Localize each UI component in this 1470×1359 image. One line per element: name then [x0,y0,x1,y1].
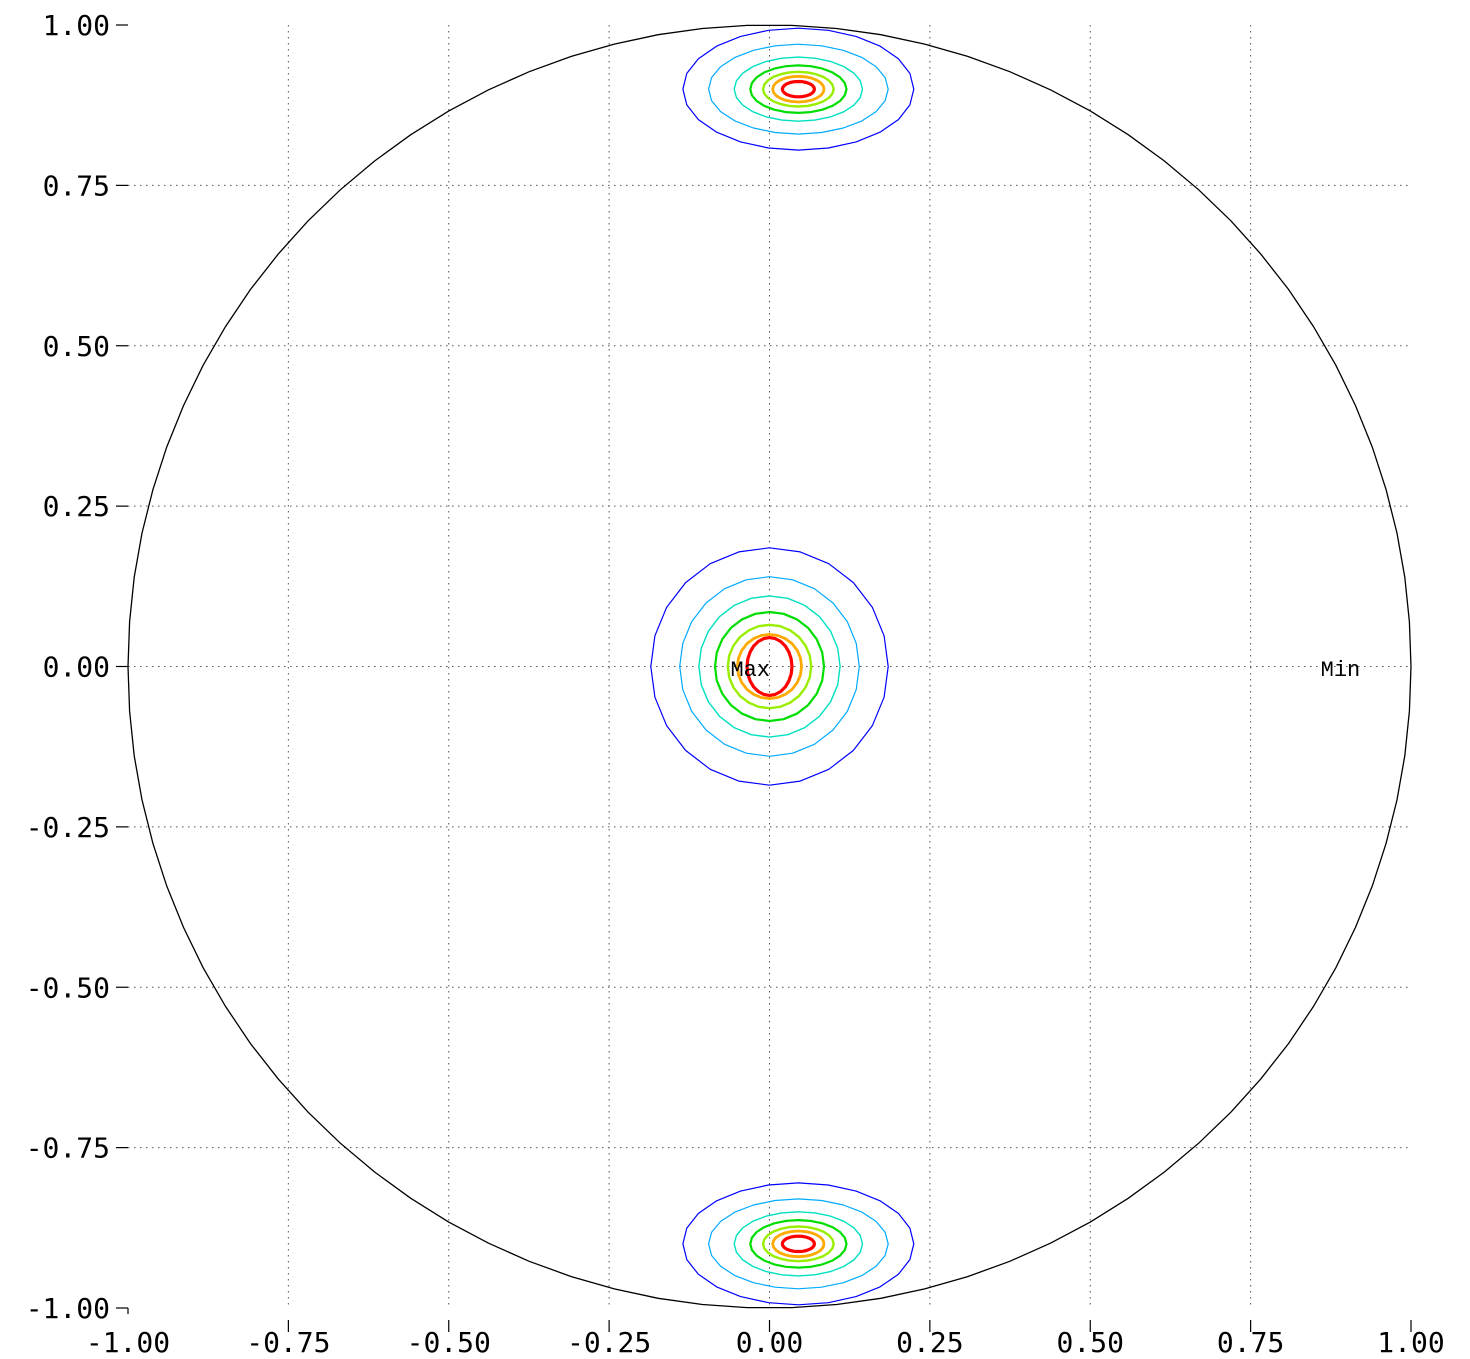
y-tick-label: -1.00 [26,1292,110,1325]
y-tick-label: 1.00 [43,9,110,42]
contour-level-5 [726,623,813,710]
contour-level-2 [679,576,860,757]
contour-level-5 [761,1225,835,1263]
boundary-circle-outline [127,24,1412,1309]
boundary-circle [127,24,1412,1309]
annotation-max: Max [730,658,770,683]
contour-level-6 [736,633,803,700]
contour-level-1 [650,547,889,786]
contour-level-7 [745,635,794,698]
contour-level-1 [682,27,915,151]
y-tick-label: -0.50 [26,971,110,1004]
annotations: Max Min [730,658,1360,683]
x-tick-label: 1.00 [1377,1326,1444,1359]
grid [128,25,1411,1308]
x-tick-label: -0.25 [567,1326,651,1359]
x-tick-label: 0.25 [896,1326,963,1359]
contour-level-6 [771,74,826,104]
contour-level-6 [771,1229,826,1259]
contour-level-3 [698,595,841,738]
annotation-min: Min [1321,658,1361,683]
x-tick-label: 0.75 [1217,1326,1284,1359]
contour-level-3 [733,56,864,122]
y-tick-label: 0.00 [43,651,110,684]
contour-level-7 [780,79,817,99]
contour-level-3 [733,1211,864,1277]
y-tick-label: 0.50 [43,330,110,363]
x-tick-label: 0.50 [1057,1326,1124,1359]
contour-level-2 [707,1198,889,1290]
y-tick-label: 0.25 [43,490,110,523]
contour-level-4 [713,610,826,723]
x-tick-label: -0.75 [246,1326,330,1359]
contour-level-2 [707,43,889,135]
x-tick-label: -0.50 [407,1326,491,1359]
x-tick-label: -1.00 [86,1326,170,1359]
contour-level-4 [749,1218,848,1269]
y-tick-label: -0.75 [26,1132,110,1165]
contour-level-1 [682,1182,915,1306]
y-tick-label: -0.25 [26,811,110,844]
y-tick-label: 0.75 [43,169,110,202]
contour-level-5 [761,70,835,108]
contours [650,27,915,1306]
x-tick-label: 0.00 [736,1326,803,1359]
contour-level-7 [780,1234,817,1254]
axes: 1.00 0.75 0.50 0.25 0.00 -0.25 -0.50 -0.75 -1.00… [26,9,1445,1359]
contour-level-4 [749,64,848,115]
